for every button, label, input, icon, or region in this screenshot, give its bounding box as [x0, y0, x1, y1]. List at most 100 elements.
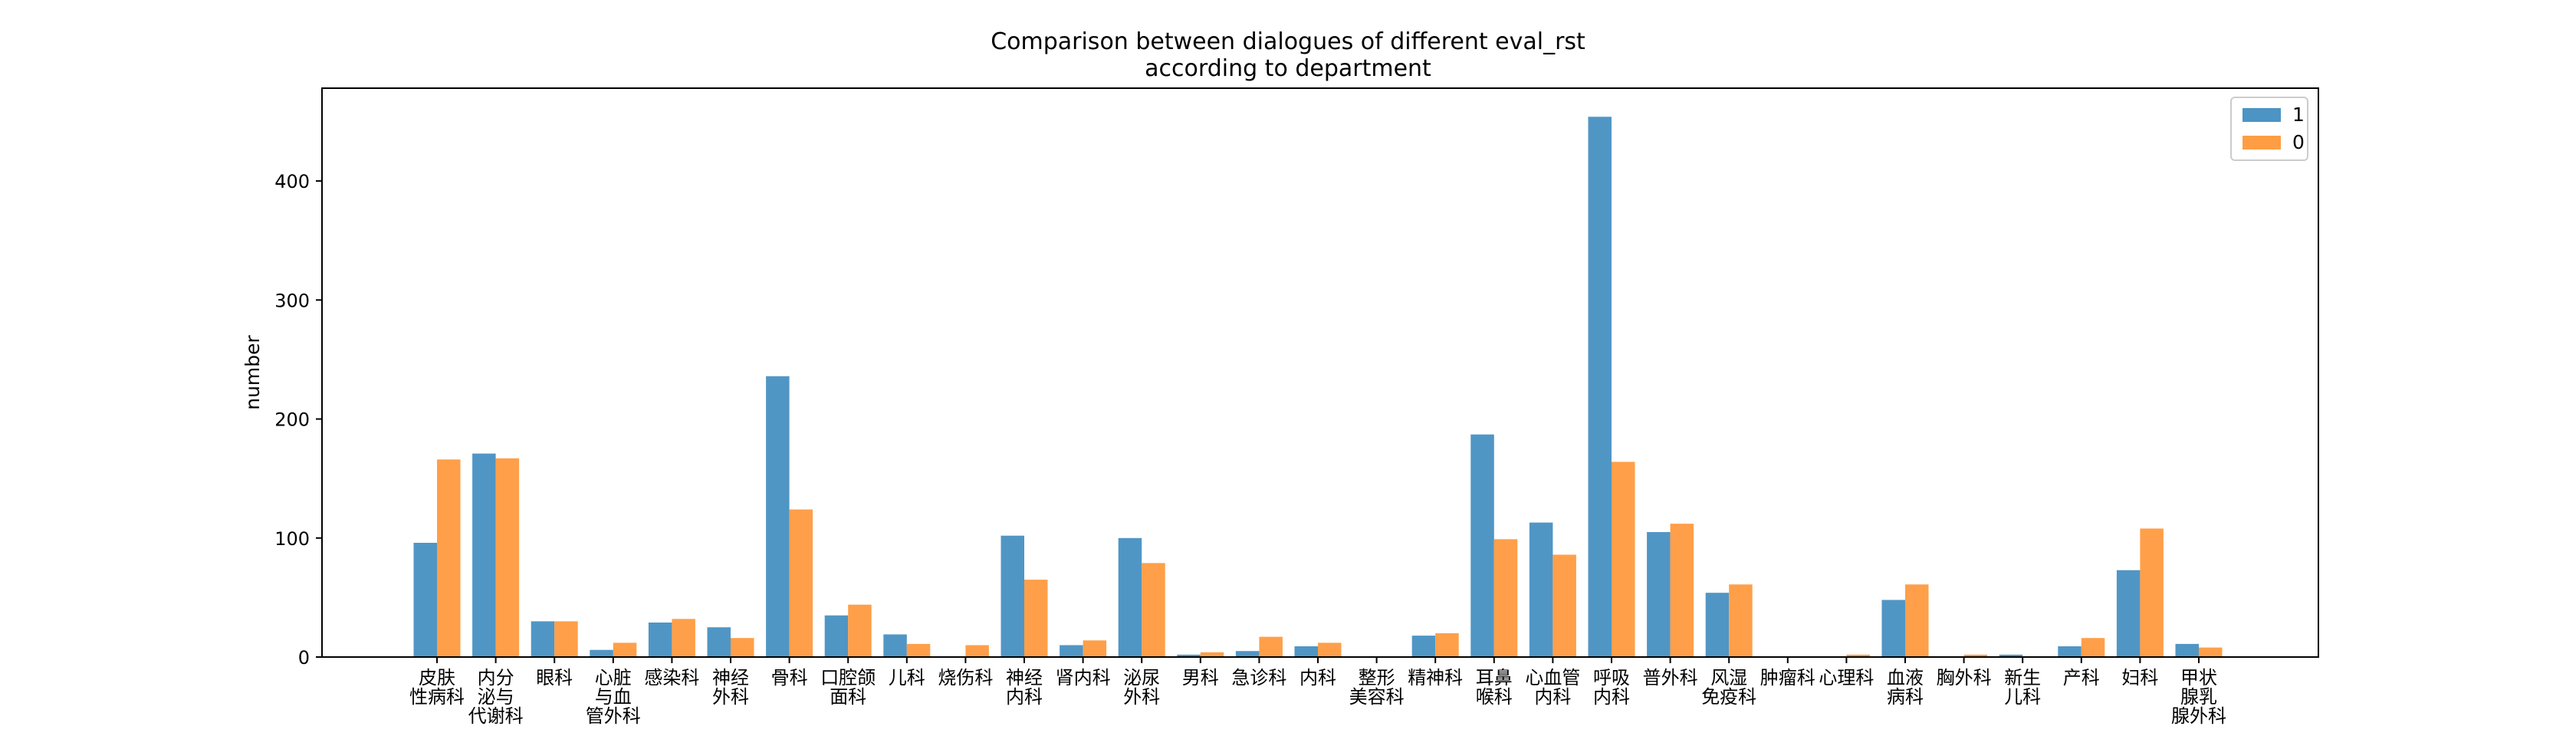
- x-tick-label-2: 眼科: [536, 667, 573, 688]
- bar-series-1-30: [2175, 643, 2199, 657]
- bar-series-0-7: [848, 604, 872, 657]
- y-tick-label-0: 0: [298, 647, 310, 669]
- x-tick-label-29: 妇科: [2121, 667, 2158, 688]
- x-tick-label-5: 神经外科: [712, 667, 749, 708]
- bar-series-1-4: [648, 623, 672, 657]
- bar-series-0-11: [1083, 640, 1107, 657]
- y-tick-label-3: 300: [274, 290, 310, 311]
- y-axis-label: number: [242, 334, 264, 409]
- bar-series-1-0: [413, 543, 437, 657]
- legend-swatch-1: [2242, 108, 2281, 122]
- bar-series-0-24: [1846, 654, 1870, 657]
- x-tick-label-7: 口腔颌面科: [820, 667, 876, 708]
- bar-series-1-18: [1470, 434, 1494, 657]
- bar-series-1-5: [707, 627, 731, 657]
- x-tick-label-30: 甲状腺乳腺外科: [2171, 667, 2226, 727]
- bar-series-0-1: [495, 458, 520, 657]
- x-tick-label-25: 血液病科: [1887, 667, 1924, 708]
- x-tick-label-14: 急诊科: [1231, 667, 1286, 688]
- bar-series-1-21: [1647, 532, 1671, 657]
- x-tick-label-19: 心血管内科: [1525, 667, 1580, 708]
- bar-series-1-13: [1177, 654, 1201, 657]
- bar-series-0-17: [1435, 633, 1459, 657]
- x-tick-label-21: 普外科: [1643, 667, 1698, 688]
- x-tick-label-9: 烧伤科: [938, 667, 993, 688]
- x-tick-label-0: 皮肤性病科: [409, 667, 465, 708]
- bar-series-0-29: [2140, 528, 2164, 657]
- bar-series-1-11: [1060, 645, 1083, 657]
- bar-series-0-5: [731, 638, 754, 657]
- x-tick-label-23: 肿瘤科: [1760, 667, 1815, 688]
- bar-series-1-8: [883, 634, 907, 657]
- bar-series-0-9: [965, 645, 989, 657]
- bar-series-1-3: [590, 649, 613, 657]
- x-tick-label-4: 感染科: [644, 667, 699, 688]
- x-tick-label-24: 心理科: [1819, 667, 1874, 688]
- x-tick-label-16: 整形美容科: [1349, 667, 1405, 708]
- bar-series-1-25: [1881, 600, 1905, 657]
- bar-series-1-27: [1999, 654, 2023, 657]
- x-tick-label-27: 新生儿科: [2004, 667, 2041, 708]
- plot-frame: [321, 87, 2319, 658]
- bar-series-0-2: [554, 621, 578, 657]
- bar-series-0-21: [1670, 524, 1694, 657]
- chart-title-line-2: according to department: [1145, 55, 1431, 82]
- x-tick-label-11: 肾内科: [1056, 667, 1111, 688]
- x-tick-label-26: 胸外科: [1937, 667, 1992, 688]
- x-tick-label-8: 儿科: [889, 667, 925, 688]
- bar-series-0-26: [1963, 654, 1988, 657]
- x-tick-label-18: 耳鼻喉科: [1476, 667, 1513, 708]
- x-tick-label-28: 产科: [2063, 667, 2100, 688]
- bar-series-1-15: [1294, 646, 1318, 657]
- x-tick-label-3: 心脏与血管外科: [586, 667, 641, 727]
- bar-series-0-4: [672, 619, 695, 657]
- bar-series-0-22: [1729, 584, 1753, 657]
- bar-series-1-14: [1235, 651, 1260, 657]
- bar-series-1-19: [1529, 522, 1553, 657]
- x-tick-label-15: 内科: [1300, 667, 1336, 688]
- x-tick-label-10: 神经内科: [1006, 667, 1043, 708]
- bar-series-1-7: [824, 615, 849, 657]
- y-tick-label-1: 100: [274, 528, 310, 550]
- x-tick-label-22: 风湿免疫科: [1701, 667, 1756, 708]
- bar-series-0-13: [1200, 652, 1224, 657]
- bar-series-0-20: [1612, 462, 1635, 657]
- x-tick-label-1: 内分泌与代谢科: [468, 667, 524, 727]
- bar-series-1-10: [1001, 535, 1024, 657]
- bar-series-1-6: [766, 376, 790, 657]
- bar-series-1-28: [2058, 646, 2082, 657]
- x-tick-label-12: 泌尿外科: [1123, 667, 1160, 708]
- bar-series-0-19: [1552, 554, 1576, 657]
- bar-series-0-10: [1024, 580, 1048, 657]
- bar-series-0-14: [1259, 636, 1283, 657]
- bar-series-0-18: [1493, 539, 1518, 657]
- y-tick-label-4: 400: [274, 171, 310, 192]
- x-tick-label-20: 呼吸内科: [1593, 667, 1630, 708]
- bar-series-0-12: [1142, 563, 1165, 657]
- bar-series-0-30: [2199, 647, 2223, 657]
- x-tick-label-13: 男科: [1182, 667, 1219, 688]
- bar-series-1-17: [1411, 636, 1436, 657]
- x-tick-label-6: 骨科: [771, 667, 808, 688]
- bar-series-1-20: [1588, 117, 1612, 658]
- chart-title: Comparison between dialogues of differen…: [991, 28, 1585, 82]
- bar-series-0-28: [2081, 638, 2105, 657]
- bar-series-0-25: [1905, 584, 1929, 657]
- bar-series-0-0: [437, 459, 461, 657]
- y-axis: 0 100 200 300 400: [274, 171, 322, 669]
- legend: 10: [2230, 97, 2308, 161]
- bar-series-0-8: [906, 643, 931, 657]
- y-tick-label-2: 200: [274, 409, 310, 431]
- legend-label-0: 0: [2292, 131, 2305, 153]
- bar-series-1-29: [2116, 570, 2141, 657]
- bar-series-1-12: [1118, 537, 1142, 657]
- bar-series-0-3: [613, 642, 637, 657]
- bar-series-1-22: [1705, 593, 1730, 657]
- bars: [413, 117, 2223, 658]
- bar-series-0-15: [1318, 642, 1342, 657]
- bar-series-1-1: [472, 453, 496, 657]
- chart-title-line-1: Comparison between dialogues of differen…: [991, 28, 1585, 55]
- legend-swatch-0: [2242, 136, 2281, 150]
